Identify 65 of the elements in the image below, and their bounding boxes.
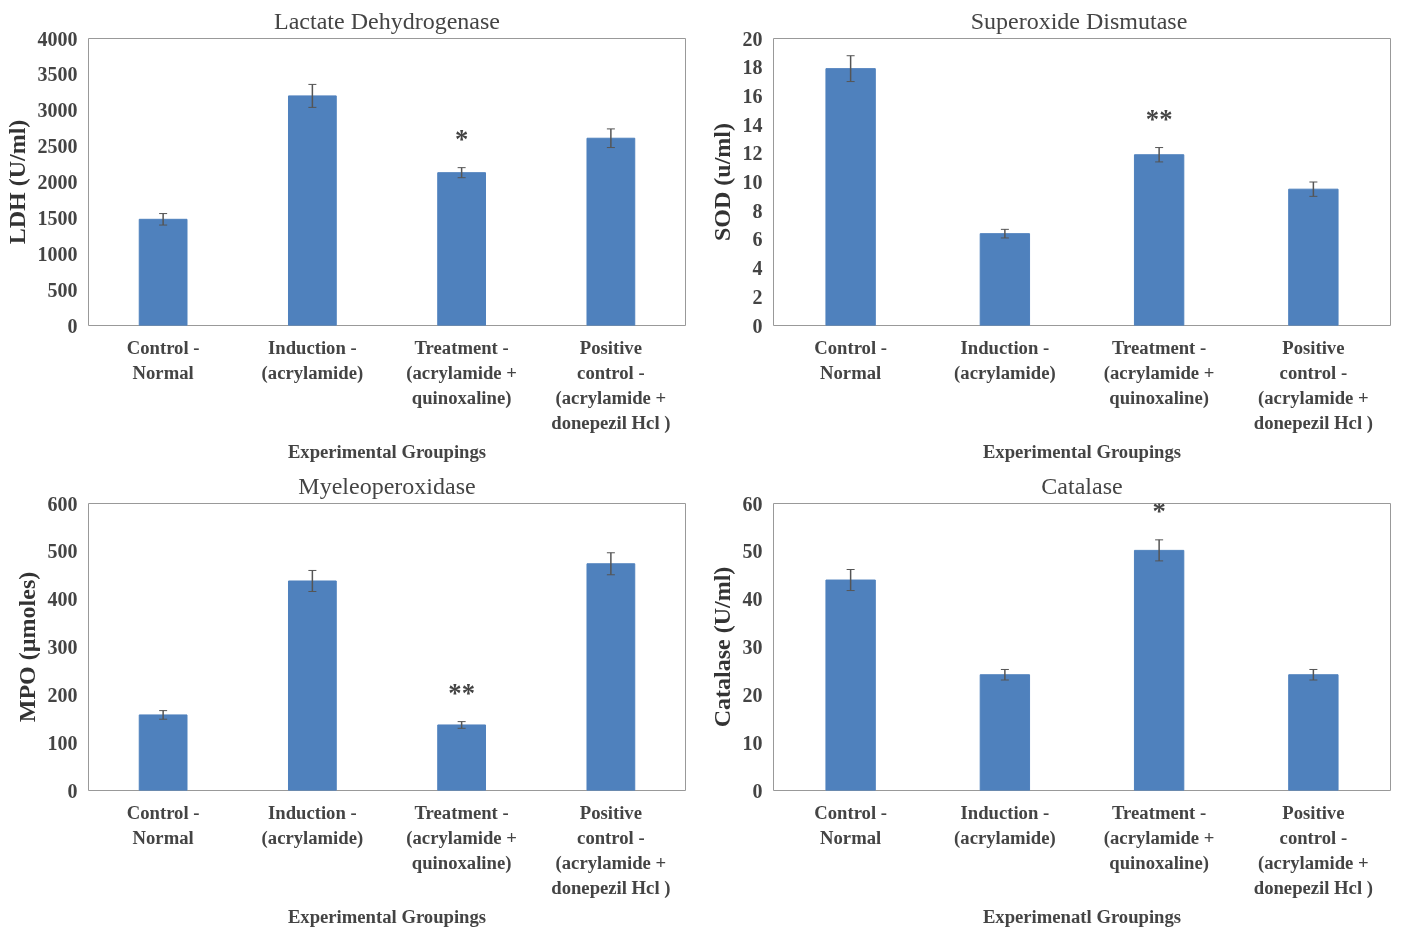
- y-tick-label: 200: [47, 683, 78, 706]
- y-tick-label: 18: [742, 56, 763, 79]
- x-axis-title: Experimental Groupings: [287, 441, 487, 463]
- y-tick-label: 1500: [37, 206, 78, 229]
- y-tick-label: 100: [47, 731, 78, 754]
- y-axis-title: SOD (u/ml): [708, 122, 735, 241]
- chart-title: Superoxide Dismutase: [970, 7, 1188, 34]
- x-tick-label: Induction - (acrylamide): [261, 336, 364, 384]
- x-tick-label: Induction - (acrylamide): [954, 336, 1056, 384]
- chart-title: Myeleoperoxidase: [298, 472, 476, 499]
- y-tick-label: 40: [742, 588, 763, 611]
- y-tick-label: 14: [742, 113, 763, 136]
- x-tick-label: Positive control - (acrylamide + donepezil Hcl ): [1253, 801, 1373, 900]
- annotation: *: [454, 123, 469, 154]
- y-tick-label: 50: [742, 540, 763, 563]
- y-tick-label: 2: [752, 285, 763, 308]
- x-tick-label: Treatment - (acrylamide + quinoxaline): [406, 801, 517, 874]
- annotation: **: [448, 677, 475, 708]
- x-tick-label: Control - Normal: [814, 336, 887, 383]
- y-tick-label: 0: [67, 314, 78, 337]
- x-tick-label: Induction - (acrylamide): [954, 801, 1056, 849]
- y-tick-label: 6: [752, 228, 763, 251]
- x-tick-label: Treatment - (acrylamide + quinoxaline): [1103, 801, 1215, 874]
- y-tick-label: 2000: [37, 171, 78, 193]
- chart-title: Lactate Dehydrogenase: [274, 7, 500, 34]
- y-tick-label: 20: [742, 683, 763, 706]
- x-tick-label: Treatment - (acrylamide + quinoxaline): [1103, 336, 1215, 409]
- y-tick-label: 3000: [37, 99, 78, 122]
- y-axis-title: LDH (U/ml): [3, 119, 30, 245]
- y-axis-title: MPO (µmoles): [13, 571, 40, 723]
- x-tick-label: Control - Normal: [814, 801, 887, 848]
- y-tick-label: 0: [752, 314, 763, 337]
- x-tick-label: Control - Normal: [126, 336, 200, 383]
- x-tick-label: Positive control - (acrylamide + donepezil Hcl ): [551, 336, 671, 435]
- chart-title: Catalase: [1041, 472, 1123, 499]
- y-tick-label: 16: [742, 84, 763, 107]
- x-axis-title: Experimental Groupings: [982, 441, 1182, 463]
- y-tick-label: 20: [742, 27, 763, 50]
- x-tick-label: Treatment - (acrylamide + quinoxaline): [406, 336, 517, 409]
- y-tick-label: 30: [742, 636, 763, 658]
- x-tick-label: Control - Normal: [126, 801, 200, 848]
- y-tick-label: 3500: [37, 63, 78, 86]
- y-tick-label: 12: [742, 142, 763, 165]
- y-tick-label: 8: [752, 199, 763, 222]
- y-tick-label: 4: [752, 257, 763, 280]
- y-tick-label: 60: [742, 492, 763, 515]
- x-axis-title: Experimental Groupings: [287, 906, 487, 928]
- y-tick-label: 500: [47, 540, 78, 563]
- y-tick-label: 2500: [37, 135, 78, 158]
- y-tick-label: 4000: [37, 27, 78, 50]
- y-tick-label: 10: [742, 731, 763, 754]
- y-tick-label: 300: [47, 636, 78, 658]
- y-tick-label: 10: [742, 171, 763, 193]
- x-tick-label: Induction - (acrylamide): [261, 801, 364, 849]
- y-tick-label: 0: [752, 779, 763, 802]
- x-tick-label: Positive control - (acrylamide + donepezil Hcl ): [551, 801, 671, 900]
- x-axis-title: Experimenatl Groupings: [982, 906, 1182, 928]
- y-tick-label: 1000: [37, 242, 78, 265]
- y-axis-title: Catalase (U/ml): [708, 566, 735, 728]
- y-tick-label: 500: [47, 278, 78, 301]
- y-tick-label: 600: [47, 492, 78, 515]
- annotation: **: [1145, 103, 1173, 134]
- y-tick-label: 0: [67, 779, 78, 802]
- y-tick-label: 400: [47, 588, 78, 611]
- x-tick-label: Positive control - (acrylamide + donepezil Hcl ): [1253, 336, 1373, 435]
